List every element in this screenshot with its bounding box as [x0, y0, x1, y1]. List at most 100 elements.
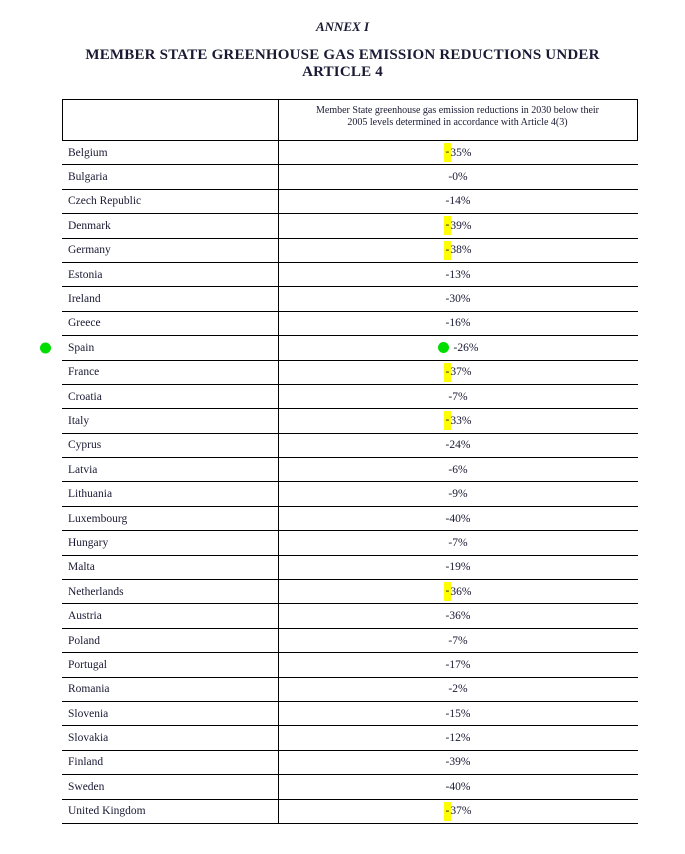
- value-cell: -36%: [278, 580, 638, 603]
- country-cell: Belgium: [68, 146, 108, 159]
- table-row: France -37%: [62, 361, 638, 385]
- value-cell: -38%: [278, 239, 638, 262]
- value-column-header-line1: Member State greenhouse gas emission red…: [316, 105, 599, 116]
- green-marker-dot-value: [437, 341, 449, 353]
- table-row: Latvia -6%: [62, 458, 638, 483]
- country-cell: Estonia: [68, 268, 103, 281]
- country-cell: Romania: [68, 683, 110, 696]
- yellow-highlight-mark: -: [443, 143, 452, 163]
- value-cell: -39%: [278, 214, 638, 237]
- table-row: Netherlands -36%: [62, 580, 638, 605]
- value-cell: -35%: [278, 141, 638, 164]
- value-cell: -40%: [445, 512, 471, 525]
- emission-reductions-table: Member State greenhouse gas emission red…: [40, 99, 638, 824]
- table-row: Ireland -30%: [62, 287, 638, 312]
- yellow-highlight-mark: -: [443, 216, 452, 236]
- value-cell: -15%: [445, 707, 471, 720]
- document-title-line2: ARTICLE 4: [302, 63, 383, 80]
- table-row: Slovakia -12%: [62, 726, 638, 751]
- table-row: Romania -2%: [62, 678, 638, 702]
- value-cell: -36%: [445, 610, 471, 623]
- country-cell: Portugal: [68, 658, 107, 671]
- annex-heading: ANNEX I: [315, 19, 370, 34]
- country-cell: Sweden: [68, 780, 105, 793]
- table-row: Belgium -35%: [62, 141, 638, 166]
- value-cell: -16%: [445, 317, 471, 330]
- document-title-line1: MEMBER STATE GREENHOUSE GAS EMISSION RED…: [85, 47, 600, 63]
- country-cell: Cyprus: [68, 439, 102, 452]
- table-row: Lithuania -9%: [62, 482, 638, 507]
- value-cell: -7%: [448, 390, 468, 403]
- value-cell: -33%: [278, 409, 638, 432]
- yellow-highlight-mark: -: [443, 801, 452, 821]
- value-cell: -30%: [445, 293, 471, 306]
- table-row: Denmark -39%: [62, 214, 638, 239]
- country-cell: Slovenia: [68, 707, 109, 720]
- value-cell: -37%: [278, 800, 638, 823]
- green-marker-dot-margin: [40, 342, 51, 354]
- country-cell: Luxembourg: [68, 512, 128, 525]
- table-header-row: Member State greenhouse gas emission red…: [62, 100, 638, 141]
- table-row: Czech Republic -14%: [62, 190, 638, 215]
- yellow-highlight-mark: -: [443, 411, 452, 431]
- country-cell: Netherlands: [68, 585, 124, 598]
- country-cell: Greece: [68, 317, 101, 330]
- value-cell: -14%: [445, 195, 471, 208]
- yellow-highlight-mark: -: [443, 582, 452, 602]
- table-row: Malta -19%: [62, 556, 638, 581]
- country-cell: Finland: [68, 756, 104, 769]
- value-cell: -2%: [448, 683, 468, 696]
- table-row: Italy -33%: [62, 409, 638, 434]
- document-title: MEMBER STATE GREENHOUSE GAS EMISSION RED…: [0, 47, 685, 80]
- country-cell: Denmark: [68, 219, 111, 232]
- value-cell: -0%: [448, 171, 468, 184]
- value-cell: -6%: [448, 463, 468, 476]
- country-cell: Italy: [68, 414, 90, 427]
- value-cell: -9%: [448, 488, 468, 501]
- country-cell: Lithuania: [68, 488, 113, 501]
- value-cell: -12%: [445, 732, 471, 745]
- country-cell: United Kingdom: [68, 805, 146, 818]
- table-row: Spain -26%: [40, 336, 638, 361]
- table-row: Germany -38%: [62, 239, 638, 263]
- country-cell: Germany: [68, 244, 111, 257]
- country-cell: Czech Republic: [68, 195, 142, 208]
- yellow-highlight-mark: -: [443, 240, 452, 260]
- country-cell: France: [68, 366, 100, 379]
- value-cell: -26%: [278, 336, 638, 359]
- country-cell: Latvia: [68, 463, 98, 476]
- country-cell: Hungary: [68, 536, 109, 549]
- value-cell: -7%: [448, 634, 468, 647]
- yellow-highlight-mark: -: [443, 362, 452, 382]
- table-row: Poland -7%: [62, 629, 638, 654]
- table-column-divider: [278, 100, 279, 824]
- country-cell: Spain: [68, 341, 95, 354]
- value-column-header: Member State greenhouse gas emission red…: [278, 100, 637, 140]
- country-cell: Ireland: [68, 293, 101, 306]
- country-cell: Slovakia: [68, 732, 109, 745]
- value-cell: -19%: [445, 561, 471, 574]
- value-cell: -24%: [445, 439, 471, 452]
- table-row: Hungary -7%: [62, 531, 638, 556]
- value-cell: -39%: [445, 756, 471, 769]
- value-cell: -17%: [445, 658, 471, 671]
- table-row: Cyprus -24%: [62, 434, 638, 459]
- table-row: Sweden -40%: [62, 775, 638, 800]
- table-row: Croatia -7%: [62, 385, 638, 410]
- member-state-column-header: [63, 100, 278, 140]
- value-cell: -40%: [445, 780, 471, 793]
- table-row: Portugal -17%: [62, 653, 638, 678]
- table-row: Luxembourg -40%: [62, 507, 638, 532]
- table-row: Bulgaria -0%: [62, 165, 638, 190]
- table-row: Austria -36%: [62, 604, 638, 629]
- table-body: Belgium -35% Bulgaria -0% Czech Republic -14%…: [40, 141, 638, 824]
- value-cell: -13%: [445, 268, 471, 281]
- value-cell: -37%: [278, 361, 638, 384]
- table-row: Slovenia -15%: [62, 702, 638, 727]
- country-cell: Bulgaria: [68, 171, 108, 184]
- table-row: Finland -39%: [62, 751, 638, 776]
- table-row: Estonia -13%: [62, 263, 638, 288]
- value-cell: -7%: [448, 536, 468, 549]
- country-cell: Poland: [68, 634, 100, 647]
